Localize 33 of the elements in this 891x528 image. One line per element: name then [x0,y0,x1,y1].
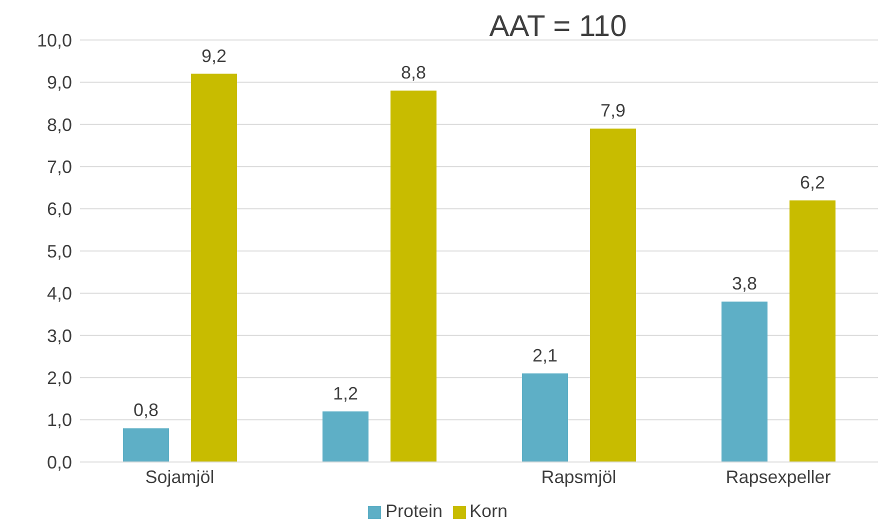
data-label: 0,8 [133,400,159,420]
chart-title: AAT = 110 [488,10,628,44]
bar [322,411,368,462]
data-label: 3,8 [732,274,758,294]
bar [590,128,636,462]
y-tick-label: 5,0 [46,241,72,262]
bar [722,302,768,462]
y-tick-label: 7,0 [46,156,72,177]
bar [123,428,169,462]
bar [390,90,436,462]
x-tick-label: Rapsmjöl [541,466,616,487]
y-tick-label: 10,0 [36,30,72,50]
y-tick-label: 2,0 [46,368,72,388]
x-tick-label: Sojamjöl [145,466,214,487]
bar [191,74,237,462]
y-tick-label: 6,0 [46,199,72,220]
bar [522,373,568,462]
y-tick-label: 1,0 [46,410,72,430]
y-tick-label: 3,0 [46,326,72,346]
y-tick-label: 8,0 [46,114,72,135]
data-label: 1,2 [332,383,358,404]
data-label: 7,9 [600,100,626,121]
y-tick-label: 4,0 [46,284,72,304]
data-label: 2,1 [532,345,558,366]
data-label: 8,8 [400,62,426,83]
legend-label: Protein [385,501,442,521]
bar [790,200,836,462]
x-tick-label: Rapsexpeller [726,466,831,487]
y-tick-label: 9,0 [46,72,72,93]
data-label: 6,2 [800,172,826,192]
legend-label: Korn [470,501,508,521]
data-label: 9,2 [201,46,227,66]
y-tick-label: 0,0 [46,452,72,472]
